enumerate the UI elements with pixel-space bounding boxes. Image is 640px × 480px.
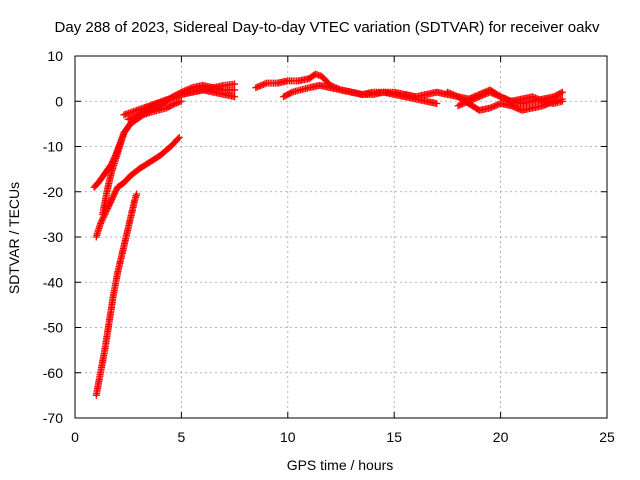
y-tick-label: -30 <box>43 229 63 245</box>
data-point <box>97 219 105 227</box>
data-point <box>558 88 566 96</box>
x-tick-label: 5 <box>178 429 186 445</box>
y-tick-label: -40 <box>43 274 63 290</box>
data-point <box>107 197 115 205</box>
data-point <box>177 97 185 105</box>
data-point <box>231 86 239 94</box>
series-arc-b <box>92 133 183 241</box>
y-tick-label: -20 <box>43 184 63 200</box>
series-arc-k <box>454 88 566 110</box>
data-point <box>231 93 239 101</box>
x-axis-label: GPS time / hours <box>287 457 394 473</box>
data-point <box>108 195 116 203</box>
data-point <box>558 97 566 105</box>
y-tick-label: 10 <box>47 48 63 64</box>
data-point <box>97 218 105 226</box>
data-point <box>109 192 117 200</box>
grid-lines <box>75 56 607 418</box>
data-point <box>100 212 108 220</box>
data-point <box>174 135 182 143</box>
y-tick-label: 0 <box>55 93 63 109</box>
data-point <box>175 133 183 141</box>
data-point <box>287 89 295 97</box>
data-point <box>110 191 118 199</box>
x-tick-label: 15 <box>386 429 402 445</box>
data-point <box>111 189 119 197</box>
y-tick-label: -60 <box>43 365 63 381</box>
x-tick-label: 20 <box>493 429 509 445</box>
data-point <box>557 89 565 97</box>
data-point <box>433 100 441 108</box>
data-point <box>109 194 117 202</box>
data-points <box>90 70 566 399</box>
data-point <box>98 216 106 224</box>
data-point <box>231 80 239 88</box>
y-tick-label: -50 <box>43 320 63 336</box>
axis-ticks: 0 5 10 15 20 25 -70 -60 -50 -40 -30 -20 -10 0 10 <box>43 48 615 445</box>
series-arc-f <box>124 81 239 123</box>
chart-title: Day 288 of 2023, Sidereal Day-to-day VTE… <box>55 19 600 36</box>
series-arc-a <box>92 190 141 399</box>
data-point <box>111 188 119 196</box>
y-tick-label: -70 <box>43 410 63 426</box>
y-tick-label: -10 <box>43 139 63 155</box>
data-point <box>112 186 120 194</box>
data-point <box>133 190 141 198</box>
x-tick-label: 10 <box>280 429 296 445</box>
x-tick-label: 0 <box>71 429 79 445</box>
x-tick-label: 25 <box>599 429 615 445</box>
y-axis-label: SDTVAR / TECUs <box>6 182 22 294</box>
data-point <box>170 100 178 108</box>
